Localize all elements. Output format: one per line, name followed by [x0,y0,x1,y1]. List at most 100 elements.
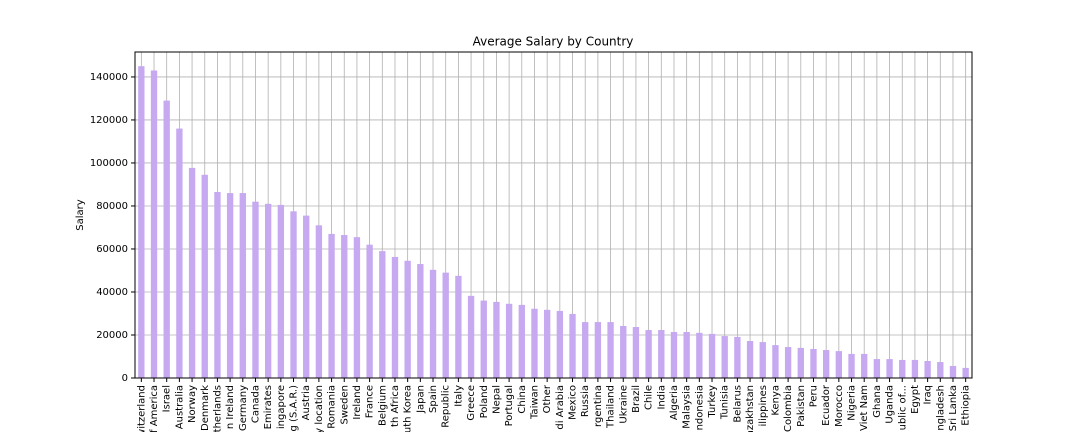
bar [721,336,728,378]
x-tick-label: India [656,385,667,410]
x-tick-label: Emirates [263,385,274,429]
bar [404,260,411,378]
bar [797,347,804,378]
bar [467,295,475,378]
x-tick-label: Denmark [200,385,211,431]
x-tick-label: Morocco [834,385,845,427]
bar [303,215,310,378]
x-tick-label: China [517,385,528,414]
x-tick-label: Belgium [377,385,388,426]
x-tick-label: y location [314,385,325,432]
bar [264,203,272,378]
bar [214,191,221,378]
bar [226,193,234,378]
y-tick-label: 20000 [96,330,128,341]
y-tick-label: 140000 [90,72,128,83]
y-axis-label: Salary [75,199,86,230]
bar [176,128,183,378]
bar [670,331,678,378]
bar [734,336,741,378]
bar [937,362,944,378]
x-tick-label: Chile [644,385,655,410]
x-tick-label: Russia [580,385,591,417]
bar [163,100,170,379]
x-tick-label: Nepal [491,385,502,414]
bar [772,345,779,378]
bar [899,359,906,378]
bar [201,174,208,378]
x-tick-label: Ecuador [821,384,832,426]
bar [442,272,449,378]
bar [505,303,513,378]
bar [696,332,703,378]
x-tick-label: Portugal [504,385,515,426]
bar [150,70,158,378]
x-tick-label: Sweden [339,385,350,425]
x-tick-label: Republic [441,385,452,428]
x-tick-label: Germany [238,385,249,431]
x-tick-label: uth Korea [403,385,414,432]
bar [188,167,196,378]
x-tick-label: azakhstan [745,385,756,432]
bar [620,325,627,378]
x-tick-label: Ethiopia [961,385,972,426]
x-tick-label: Poland [479,385,490,418]
x-tick-label: ngladesh [935,385,946,431]
x-tick-label: Tunisia [720,385,731,420]
x-tick-label: Nigeria [847,385,858,421]
x-tick-label: ingapore [276,385,287,429]
bar [556,310,564,378]
bar [949,365,957,378]
x-tick-label: Romania [327,385,338,429]
bar [417,264,424,378]
x-tick-label: Israel [162,385,173,412]
y-tick-label: 120000 [90,115,128,126]
bar [429,269,437,378]
bar [290,211,297,378]
bar [759,342,766,378]
x-tick-label: Spain [428,385,439,413]
x-tick-label: Norway [187,385,198,423]
x-tick-label: France [365,385,376,418]
bar [341,234,348,378]
y-tick-label: 100000 [90,158,128,169]
x-tick-label: Pakistan [796,385,807,427]
bar [328,233,335,378]
bar [658,330,665,378]
x-tick-label: witzerland [136,385,147,432]
bar [645,330,652,378]
bar [277,204,285,378]
x-tick-label: Belarus [732,385,743,423]
bar [822,350,830,378]
y-tick-label: 0 [122,373,128,384]
x-tick-label: Canada [250,385,261,423]
bar [518,304,525,378]
y-tick-label: 80000 [96,201,128,212]
bar [239,193,246,378]
bar [391,256,399,378]
x-tick-label: Peru [808,385,819,407]
x-tick-label: Turkey [707,385,718,419]
x-tick-label: Sri Lanka [948,385,959,431]
x-tick-label: ublic of... [897,385,908,430]
bar [746,341,754,378]
bar [252,201,259,378]
bar [861,353,868,378]
x-tick-label: ilippines [758,385,769,427]
bar [962,367,969,378]
x-tick-label: Italy [453,385,464,407]
x-tick-label: Thailand [606,385,617,429]
x-tick-label: Uganda [885,385,896,424]
x-tick-label: g (S.A.R.) [289,385,300,432]
bar [353,237,361,378]
bar [531,308,538,378]
plot-frame [134,51,973,379]
bar [632,327,640,378]
x-tick-label: Ukraine [618,385,629,424]
x-tick-label: Greece [466,385,477,421]
bar [582,322,589,378]
x-tick-label: Austria [301,385,312,420]
x-tick-label: ndonesia [694,385,705,430]
x-tick-label: di Arabia [555,385,566,430]
